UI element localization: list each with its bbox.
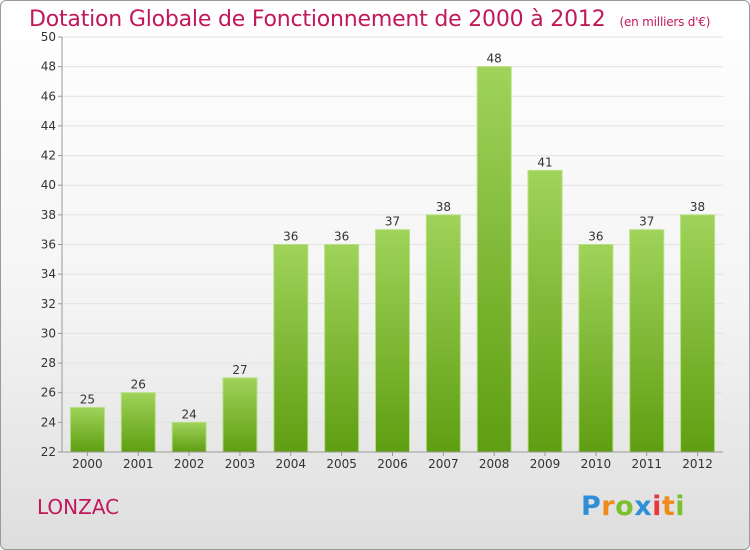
bar-2010 (578, 244, 614, 453)
x-tick-label: 2003 (225, 457, 256, 471)
bar-2003 (222, 377, 258, 453)
x-tick-label: 2009 (530, 457, 561, 471)
y-tick-label: 24 (41, 415, 56, 429)
data-label: 37 (639, 215, 654, 229)
chart-title: Dotation Globale de Fonctionnement de 20… (29, 7, 710, 32)
data-label: 48 (487, 52, 502, 66)
logo-letter: P (581, 491, 602, 522)
bar-2000 (69, 407, 105, 453)
bar-2012 (680, 214, 716, 453)
data-label: 36 (334, 230, 349, 244)
bars (69, 66, 716, 453)
chart-subtitle: (en milliers d'€) (619, 15, 711, 29)
y-tick-label: 22 (41, 445, 56, 459)
axes (61, 37, 723, 456)
x-tick-label: 2001 (123, 457, 154, 471)
city-name: LONZAC (37, 495, 120, 519)
y-tick-label: 32 (41, 297, 56, 311)
data-labels: 25 26 24 27 36 36 37 38 48 41 36 37 38 (80, 52, 705, 422)
logo-letter: i (652, 491, 662, 522)
proxiti-logo: Proxiti (581, 491, 685, 522)
logo-letter: i (675, 491, 686, 522)
logo-letter: x (634, 491, 653, 522)
data-label: 24 (181, 407, 196, 421)
y-tick-labels: 22 24 26 28 30 32 34 36 38 40 42 44 46 48 50 (41, 30, 56, 459)
data-label: 25 (80, 393, 95, 407)
y-tick-label: 36 (41, 238, 56, 252)
x-tick-label: 2008 (479, 457, 510, 471)
y-tick-label: 28 (41, 356, 56, 370)
bar-2001 (120, 392, 156, 453)
logo-letter: t (661, 491, 676, 522)
x-tick-label: 2012 (682, 457, 713, 471)
data-label: 38 (436, 200, 451, 214)
x-tick-label: 2007 (428, 457, 459, 471)
bar-2005 (324, 244, 360, 453)
y-tick-label: 40 (41, 178, 56, 192)
x-tick-label: 2006 (377, 457, 408, 471)
y-tick-label: 50 (41, 30, 56, 44)
y-tick-label: 26 (41, 386, 56, 400)
y-tick-label: 42 (41, 149, 56, 163)
y-tick-label: 30 (41, 326, 56, 340)
x-tick-labels: 2000 2001 2002 2003 2004 2005 2006 2007 2008 2009… (72, 457, 713, 471)
chart-title-text: Dotation Globale de Fonctionnement de 20… (29, 7, 606, 32)
bar-2009 (527, 169, 563, 453)
x-tick-label: 2002 (174, 457, 205, 471)
bar-2002 (171, 421, 207, 453)
x-tick-label: 2010 (581, 457, 612, 471)
y-tick-label: 34 (41, 267, 56, 281)
data-label: 26 (131, 378, 146, 392)
x-tick-label: 2000 (72, 457, 103, 471)
data-label: 36 (283, 230, 298, 244)
data-label: 41 (537, 155, 552, 169)
bar-2004 (273, 244, 309, 453)
y-tick-label: 46 (41, 89, 56, 103)
bar-2008 (476, 66, 512, 453)
data-label: 27 (232, 363, 247, 377)
logo-letter: o (615, 491, 635, 522)
x-tick-label: 2011 (631, 457, 662, 471)
y-tick-label: 38 (41, 208, 56, 222)
y-tick-label: 48 (41, 60, 56, 74)
data-label: 36 (588, 230, 603, 244)
x-tick-label: 2005 (326, 457, 357, 471)
data-label: 38 (690, 200, 705, 214)
x-tick-label: 2004 (276, 457, 307, 471)
bar-2007 (425, 214, 461, 453)
bar-2011 (629, 229, 665, 453)
data-label: 37 (385, 215, 400, 229)
bar-2006 (375, 229, 410, 453)
logo-letter: r (601, 491, 616, 522)
y-tick-label: 44 (41, 119, 56, 133)
